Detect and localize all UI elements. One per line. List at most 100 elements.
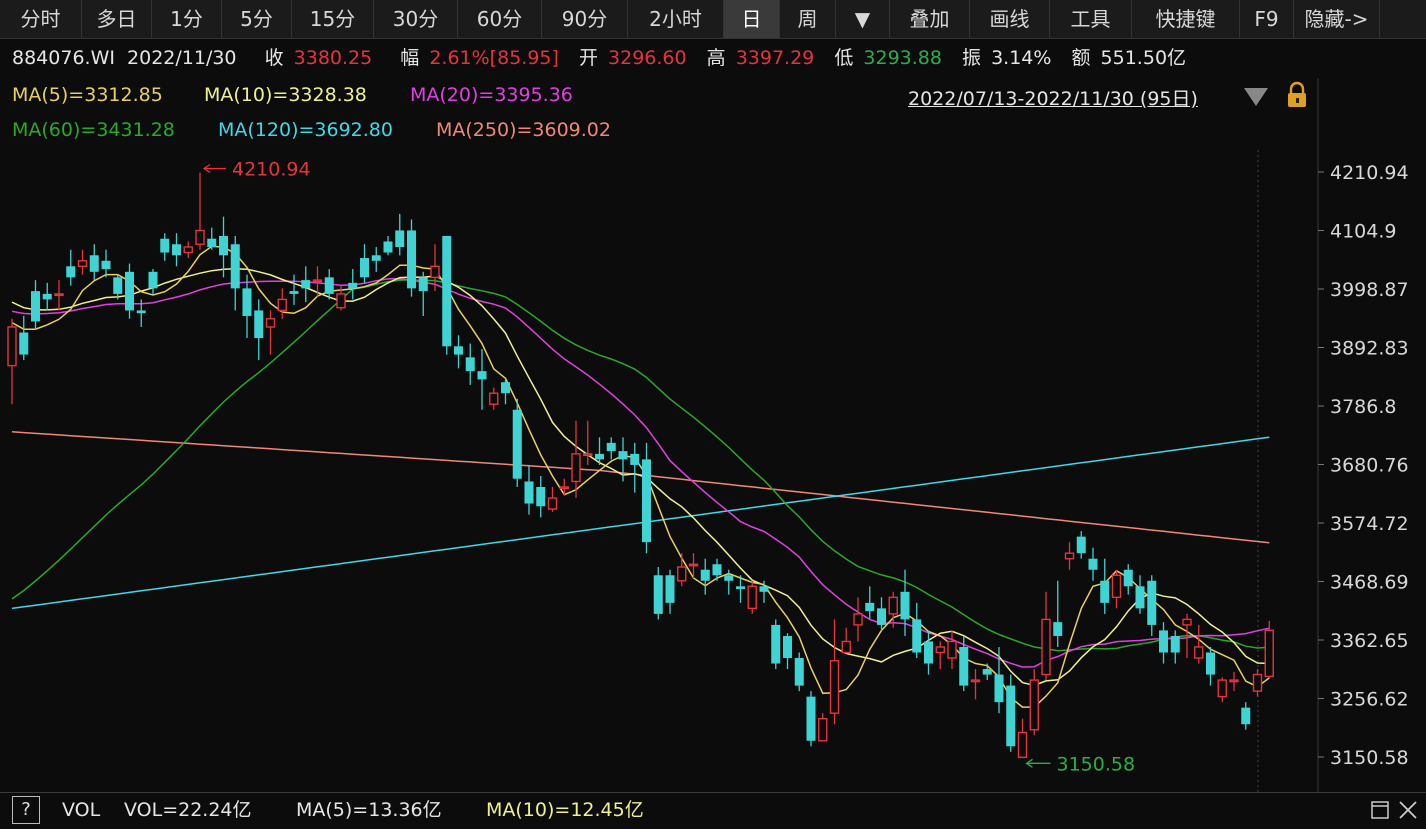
ma5-line xyxy=(11,245,1270,708)
candle-35 xyxy=(418,271,428,316)
date-range-selector[interactable]: 2022/07/13-2022/11/30 (95日) xyxy=(908,88,1198,110)
candle-0 xyxy=(7,318,17,405)
toolbar-item-2[interactable]: 1分 xyxy=(152,0,222,38)
candle-body-93 xyxy=(1100,580,1110,603)
candle-78 xyxy=(924,630,933,675)
candle-60 xyxy=(712,558,722,581)
candle-body-0 xyxy=(7,326,17,367)
candle-40 xyxy=(477,349,487,410)
candle-27 xyxy=(324,269,334,300)
candle-94 xyxy=(1111,569,1122,609)
toolbar-item-11[interactable]: ▼ xyxy=(836,0,890,38)
panel-window-icons[interactable] xyxy=(1370,799,1420,823)
candle-82 xyxy=(970,669,981,700)
y-tick-label-3: 3892.83 xyxy=(1330,338,1409,360)
toolbar-item-7[interactable]: 90分 xyxy=(542,0,628,38)
candle-body-32 xyxy=(383,241,393,253)
candle-68 xyxy=(806,691,816,747)
amplitude-label: 振 xyxy=(962,47,982,69)
range-dropdown-icon[interactable] xyxy=(1244,88,1268,106)
candle-body-25 xyxy=(301,280,311,289)
toolbar-item-3[interactable]: 5分 xyxy=(222,0,292,38)
candle-58 xyxy=(688,553,699,579)
toolbar-item-6[interactable]: 60分 xyxy=(458,0,542,38)
candle-body-41 xyxy=(489,392,499,405)
candle-body-12 xyxy=(148,271,158,289)
candle-25 xyxy=(301,266,311,303)
y-tick-label-8: 3362.65 xyxy=(1330,630,1409,652)
candle-body-100 xyxy=(1182,618,1192,626)
toolbar-item-9[interactable]: 日 xyxy=(724,0,780,38)
candle-body-92 xyxy=(1088,558,1098,570)
candle-67 xyxy=(794,652,804,692)
high-marker-arrow xyxy=(202,163,211,174)
candle-body-79 xyxy=(935,646,945,654)
candle-49 xyxy=(583,420,593,465)
candle-80 xyxy=(947,630,957,670)
lock-keyhole xyxy=(1296,98,1299,103)
toolbar-item-8[interactable]: 2小时 xyxy=(628,0,724,38)
candle-106 xyxy=(1252,669,1263,697)
candle-body-24 xyxy=(289,291,299,294)
candle-body-104 xyxy=(1229,679,1239,683)
candle-body-62 xyxy=(736,586,745,590)
candle-body-103 xyxy=(1217,679,1227,698)
candlestick-chart: 4210.94 4104.9 3998.87 3892.83 3786.8 3680.76… xyxy=(7,78,1409,792)
candle-64 xyxy=(759,580,769,603)
candle-body-9 xyxy=(113,277,123,294)
candle-57 xyxy=(677,553,687,587)
candle-body-37 xyxy=(442,235,452,347)
moving-average-lines xyxy=(11,245,1270,708)
toolbar-item-12[interactable]: 叠加 xyxy=(890,0,970,38)
open-label: 开 xyxy=(578,47,598,69)
candle-96 xyxy=(1135,575,1145,614)
candle-body-87 xyxy=(1029,679,1039,731)
candle-body-29 xyxy=(348,282,358,289)
toolbar-item-1[interactable]: 多日 xyxy=(82,0,152,38)
vol-ma10: MA(10)=12.45亿 xyxy=(486,799,644,821)
toolbar-item-16[interactable]: F9 xyxy=(1240,0,1294,38)
candle-body-102 xyxy=(1206,652,1215,675)
candle-body-65 xyxy=(771,624,781,664)
toolbar-item-14[interactable]: 工具 xyxy=(1050,0,1132,38)
candle-body-13 xyxy=(160,238,170,253)
toolbar-item-4[interactable]: 15分 xyxy=(292,0,374,38)
candle-81 xyxy=(959,635,969,692)
candle-99 xyxy=(1170,630,1180,664)
candle-body-11 xyxy=(136,310,146,314)
toolbar-item-10[interactable]: 周 xyxy=(780,0,836,38)
toolbar-item-5[interactable]: 30分 xyxy=(374,0,458,38)
toolbar-item-15[interactable]: 快捷键 xyxy=(1132,0,1240,38)
lock-icon[interactable] xyxy=(1288,81,1306,107)
candle-8 xyxy=(101,249,111,278)
candle-body-51 xyxy=(606,442,616,452)
candle-13 xyxy=(160,233,170,261)
toolbar-item-0[interactable]: 分时 xyxy=(0,0,82,38)
candle-body-53 xyxy=(630,453,640,465)
candle-body-5 xyxy=(66,266,76,278)
ma120-legend: MA(120)=3692.80 xyxy=(218,119,393,141)
ma250-legend: MA(250)=3609.02 xyxy=(436,119,611,141)
candle-7 xyxy=(89,244,99,281)
candle-body-80 xyxy=(947,640,957,659)
quote-date: 2022/11/30 xyxy=(127,47,237,69)
low-value: 3293.88 xyxy=(863,47,942,69)
candle-body-8 xyxy=(101,260,111,270)
toolbar-item-13[interactable]: 画线 xyxy=(970,0,1050,38)
candle-body-73 xyxy=(865,602,875,612)
chart-widgets xyxy=(1244,81,1306,107)
volume-panel-header: ? VOL VOL=22.24亿 MA(5)=13.36亿 MA(10)=12.… xyxy=(0,792,1426,829)
help-button[interactable]: ? xyxy=(12,796,40,824)
candle-88 xyxy=(1041,591,1051,681)
candle-body-54 xyxy=(642,459,651,543)
y-tick-label-9: 3256.62 xyxy=(1330,688,1409,710)
candle-10 xyxy=(125,263,134,319)
candle-body-33 xyxy=(395,230,405,247)
toolbar-item-17[interactable]: 隐藏-> xyxy=(1294,0,1380,38)
ma60-legend: MA(60)=3431.28 xyxy=(12,119,175,141)
candle-65 xyxy=(771,619,781,670)
candle-body-28 xyxy=(336,293,346,309)
candle-102 xyxy=(1206,646,1215,686)
ma60-line xyxy=(11,279,1270,652)
extreme-markers: 4210.94 3150.58 xyxy=(202,159,1135,775)
